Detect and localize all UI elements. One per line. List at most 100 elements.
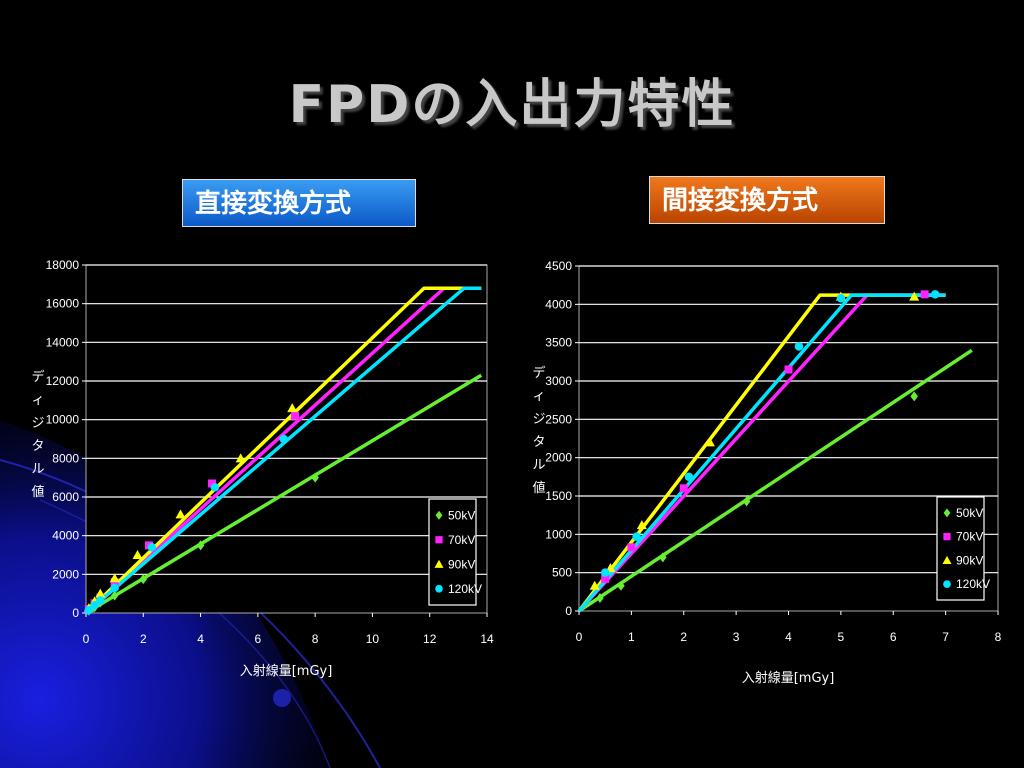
data-point [90, 601, 99, 610]
data-point [704, 437, 715, 447]
x-tick-label: 6 [890, 630, 897, 644]
data-point [95, 588, 106, 598]
data-point [311, 472, 319, 483]
data-point [291, 411, 300, 420]
x-tick-label: 8 [312, 632, 319, 646]
y-axis-title-char: ル [31, 462, 45, 477]
data-point [208, 479, 217, 488]
data-point [909, 291, 920, 301]
data-point [435, 584, 443, 593]
data-point [636, 520, 647, 530]
data-point [210, 483, 220, 492]
y-tick-label: 2500 [545, 412, 572, 426]
data-point [287, 403, 298, 413]
data-point [679, 484, 688, 493]
x-tick-label: 8 [995, 630, 1002, 644]
y-axis-title-char: タ [31, 439, 45, 454]
y-tick-label: 16000 [46, 297, 80, 311]
x-axis-title: 入射線量[mGy] [240, 663, 333, 679]
x-tick-label: 4 [197, 632, 204, 646]
data-point [110, 590, 119, 601]
x-tick-label: 0 [576, 630, 583, 644]
y-tick-label: 8000 [52, 451, 79, 465]
y-axis-title-char: ィ [532, 389, 546, 404]
series-line-120kV [84, 286, 482, 615]
data-point [279, 434, 288, 444]
y-tick-label: 18000 [46, 258, 80, 272]
data-point [434, 559, 444, 568]
y-tick-label: 3500 [545, 336, 572, 350]
y-axis-title-char: 値 [31, 485, 45, 500]
series-line-50kV [85, 373, 483, 615]
data-point [84, 605, 94, 615]
slide-title: FPDの入出力特性 [288, 75, 736, 135]
x-tick-label: 12 [423, 632, 437, 646]
data-point [132, 550, 143, 559]
data-point [943, 533, 951, 541]
x-tick-label: 4 [785, 630, 792, 644]
legend-label: 120kV [956, 577, 990, 591]
legend-label: 50kV [956, 506, 983, 520]
y-axis-title-char: ジ [532, 412, 546, 427]
legend-label: 90kV [448, 557, 475, 571]
y-tick-label: 0 [72, 606, 79, 620]
x-tick-label: 2 [140, 632, 147, 646]
data-point [601, 574, 610, 583]
data-point [596, 592, 604, 603]
data-point [435, 510, 443, 520]
data-point [435, 536, 443, 544]
y-tick-label: 2000 [52, 567, 79, 581]
legend-label: 70kV [956, 530, 983, 544]
y-axis-title: ディジタル値 [531, 362, 547, 500]
y-tick-label: 4500 [545, 259, 572, 273]
y-tick-label: 6000 [52, 490, 79, 504]
y-axis-title: ディジタル値 [30, 366, 46, 504]
data-point [784, 365, 793, 374]
legend-label: 90kV [956, 553, 983, 567]
data-point [943, 580, 951, 588]
data-point [632, 532, 641, 541]
y-axis-title-char: ィ [31, 393, 45, 408]
data-point [109, 573, 120, 583]
legend-label: 70kV [448, 533, 475, 547]
indirect-conversion-label: 間接変換方式 [649, 176, 885, 224]
data-point [930, 290, 940, 299]
legend-label: 120kV [448, 582, 482, 596]
data-point [920, 290, 929, 299]
plot-area [578, 265, 999, 612]
background-orb [273, 689, 291, 707]
legend-label: 50kV [448, 508, 475, 522]
y-axis-title-char: ジ [31, 416, 45, 431]
x-tick-label: 1 [628, 630, 635, 644]
data-point [96, 596, 105, 605]
series-line-50kV [578, 348, 973, 613]
data-point [942, 555, 952, 564]
y-tick-label: 12000 [46, 374, 80, 388]
y-tick-label: 10000 [46, 413, 80, 427]
y-axis-title-char: ル [532, 458, 546, 473]
data-point [617, 580, 625, 591]
data-point [742, 496, 751, 507]
y-tick-label: 14000 [46, 335, 80, 349]
data-point [139, 574, 148, 585]
data-point [175, 509, 186, 519]
data-point [235, 453, 246, 463]
data-point [589, 580, 600, 590]
x-tick-label: 10 [366, 632, 380, 646]
y-tick-label: 4000 [52, 529, 79, 543]
direct-conversion-label: 直接変換方式 [182, 179, 416, 227]
data-point [110, 583, 119, 593]
data-point [910, 391, 918, 402]
x-tick-label: 3 [733, 630, 740, 644]
y-axis-title-char: 値 [532, 481, 546, 496]
x-tick-label: 14 [480, 632, 494, 646]
y-tick-label: 1000 [545, 527, 572, 541]
data-point [943, 508, 951, 518]
data-point [836, 293, 846, 303]
data-point [196, 540, 205, 551]
y-tick-label: 3000 [545, 374, 572, 388]
y-tick-label: 0 [565, 604, 572, 618]
y-axis-title-char: デ [532, 366, 546, 381]
